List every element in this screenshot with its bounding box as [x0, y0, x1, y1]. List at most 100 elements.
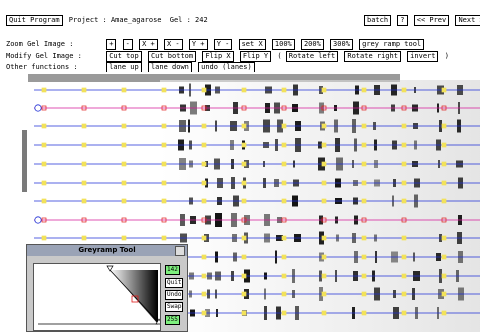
cut-top-button[interactable]: Cut top — [106, 51, 142, 62]
band-marker[interactable] — [401, 235, 407, 241]
band-marker[interactable] — [121, 180, 127, 186]
band-markers[interactable] — [34, 87, 447, 316]
band-marker[interactable] — [361, 180, 367, 186]
band-marker[interactable] — [441, 87, 447, 93]
band-marker[interactable] — [81, 198, 87, 204]
band-marker[interactable] — [81, 217, 87, 223]
band-marker[interactable] — [201, 198, 207, 204]
band-marker[interactable] — [41, 105, 47, 111]
bottom-value-field[interactable]: 255 — [165, 315, 180, 325]
band-marker[interactable] — [241, 161, 247, 167]
band-marker[interactable] — [41, 217, 47, 223]
band-marker[interactable] — [241, 273, 247, 279]
band-marker[interactable] — [81, 235, 87, 241]
band-marker[interactable] — [441, 273, 447, 279]
band-marker[interactable] — [321, 105, 327, 111]
prev-button[interactable]: << Prev — [413, 15, 450, 26]
band-marker[interactable] — [361, 142, 367, 148]
greyramp-swap-button[interactable]: Swap — [165, 302, 184, 312]
greyramp-quit-button[interactable]: Quit — [165, 278, 184, 288]
band-marker[interactable] — [201, 235, 207, 241]
band-marker[interactable] — [241, 180, 247, 186]
band-marker[interactable] — [281, 123, 287, 129]
band-marker[interactable] — [201, 123, 207, 129]
band-marker[interactable] — [241, 291, 247, 297]
band-marker[interactable] — [241, 235, 247, 241]
band-marker[interactable] — [401, 291, 407, 297]
band-marker[interactable] — [161, 161, 167, 167]
band-marker[interactable] — [281, 142, 287, 148]
band-marker[interactable] — [41, 180, 47, 186]
band-marker[interactable] — [241, 217, 247, 223]
band-marker[interactable] — [241, 123, 247, 129]
band-marker[interactable] — [81, 123, 87, 129]
band-marker[interactable] — [41, 142, 47, 148]
band-marker[interactable] — [441, 291, 447, 297]
band-marker[interactable] — [121, 105, 127, 111]
band-marker[interactable] — [81, 161, 87, 167]
band-marker[interactable] — [161, 217, 167, 223]
band-marker[interactable] — [441, 123, 447, 129]
zoom-x-minus-button[interactable]: X - — [163, 39, 183, 50]
band-marker[interactable] — [201, 105, 207, 111]
band-marker[interactable] — [401, 123, 407, 129]
flip-y-button[interactable]: Flip Y — [239, 51, 272, 62]
zoom-200-button[interactable]: 200% — [300, 39, 324, 50]
band-marker[interactable] — [81, 180, 87, 186]
batch-button[interactable]: batch — [364, 15, 392, 26]
greyramp-curve-panel[interactable] — [33, 263, 163, 331]
band-marker[interactable] — [161, 198, 167, 204]
band-marker[interactable] — [321, 235, 327, 241]
quit-program-button[interactable]: Quit Program — [6, 15, 63, 26]
band-marker[interactable] — [281, 273, 287, 279]
band-marker[interactable] — [161, 123, 167, 129]
zoom-y-plus-button[interactable]: Y + — [188, 39, 208, 50]
band-marker[interactable] — [81, 87, 87, 93]
greyramp-curve[interactable] — [34, 264, 163, 330]
band-marker[interactable] — [321, 161, 327, 167]
gel-scrollbar[interactable] — [22, 130, 27, 192]
band-marker[interactable] — [361, 123, 367, 129]
zoom-100-button[interactable]: 100% — [271, 39, 295, 50]
zoom-y-minus-button[interactable]: Y - — [213, 39, 233, 50]
band-marker[interactable] — [401, 105, 407, 111]
band-marker[interactable] — [321, 142, 327, 148]
band-marker[interactable] — [41, 123, 47, 129]
rotate-right-button[interactable]: Rotate right — [344, 51, 401, 62]
band-marker[interactable] — [401, 217, 407, 223]
band-marker[interactable] — [441, 161, 447, 167]
band-marker[interactable] — [241, 310, 247, 316]
band-marker[interactable] — [281, 198, 287, 204]
band-marker[interactable] — [441, 254, 447, 260]
band-marker[interactable] — [401, 198, 407, 204]
band-marker[interactable] — [361, 217, 367, 223]
band-marker[interactable] — [441, 142, 447, 148]
band-marker[interactable] — [121, 87, 127, 93]
band-marker[interactable] — [401, 180, 407, 186]
band-marker[interactable] — [281, 254, 287, 260]
next-button[interactable]: Next > — [455, 15, 480, 26]
band-marker[interactable] — [321, 254, 327, 260]
band-marker[interactable] — [161, 87, 167, 93]
band-marker[interactable] — [241, 87, 247, 93]
band-marker[interactable] — [441, 310, 447, 316]
band-marker[interactable] — [121, 161, 127, 167]
band-marker[interactable] — [161, 142, 167, 148]
band-marker[interactable] — [161, 105, 167, 111]
band-marker[interactable] — [281, 87, 287, 93]
band-marker[interactable] — [121, 217, 127, 223]
greyramp-undo-button[interactable]: Undo — [165, 290, 184, 300]
close-icon[interactable] — [175, 246, 185, 256]
band-marker[interactable] — [321, 198, 327, 204]
band-marker[interactable] — [401, 273, 407, 279]
band-marker[interactable] — [121, 198, 127, 204]
band-marker[interactable] — [441, 180, 447, 186]
band-marker[interactable] — [201, 87, 207, 93]
top-value-field[interactable]: 142 — [165, 265, 180, 275]
band-marker[interactable] — [121, 142, 127, 148]
band-marker[interactable] — [361, 87, 367, 93]
lane-anchor-marker[interactable] — [34, 216, 42, 224]
band-marker[interactable] — [241, 254, 247, 260]
band-marker[interactable] — [441, 198, 447, 204]
band-marker[interactable] — [201, 142, 207, 148]
